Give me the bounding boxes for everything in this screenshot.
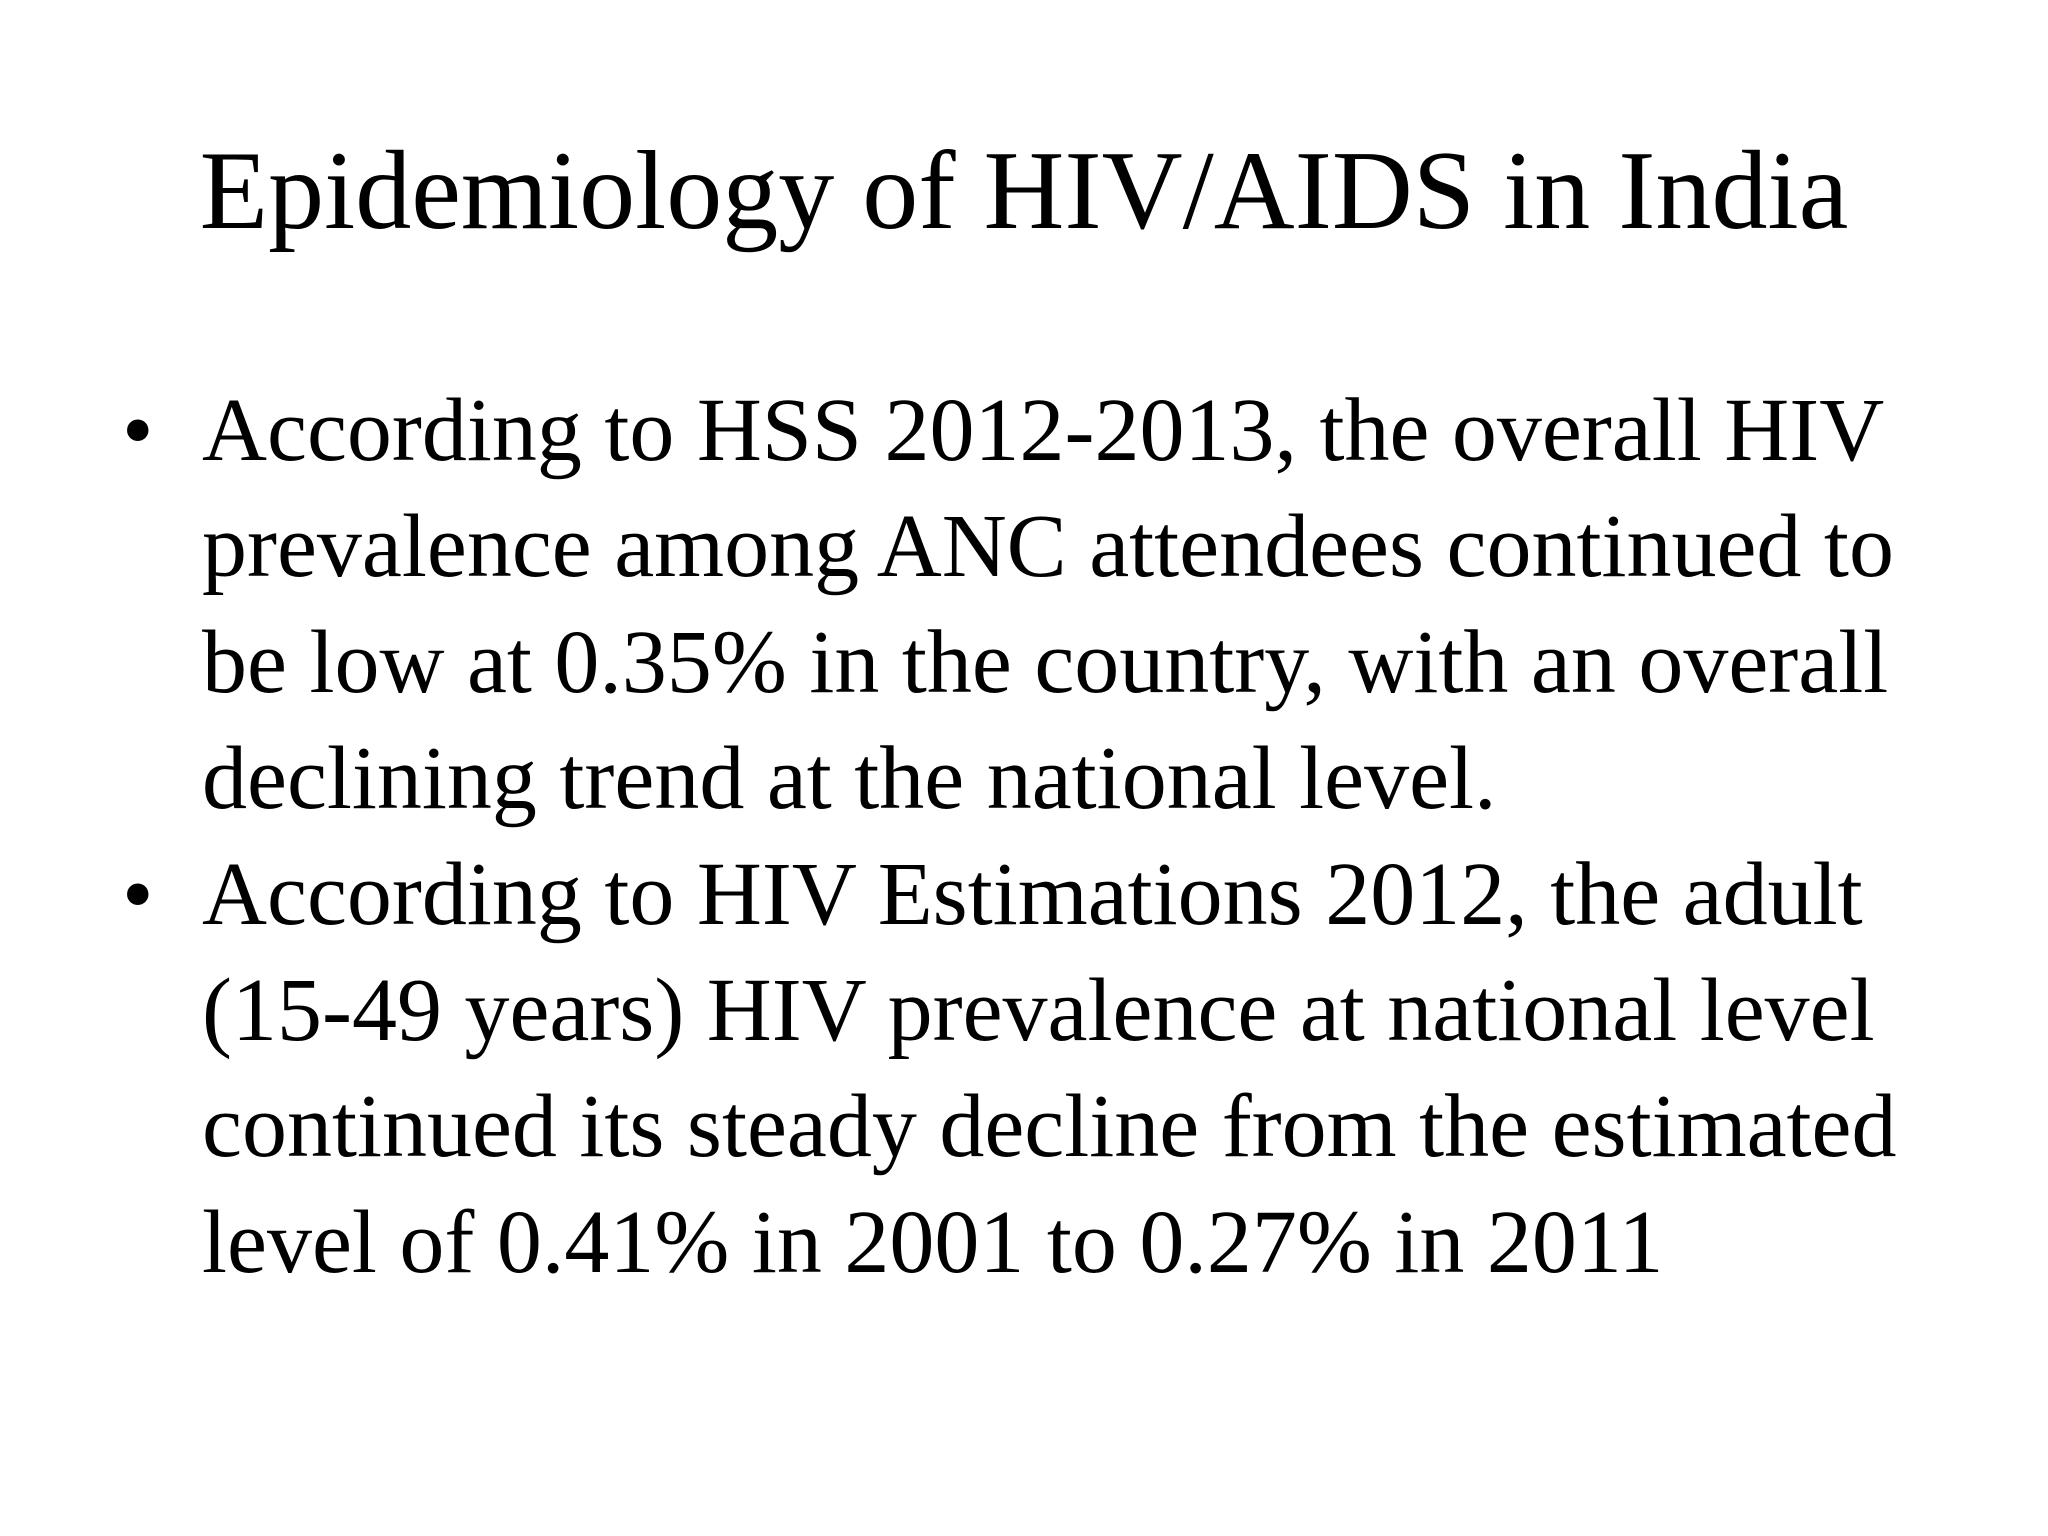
bullet-text: According to HSS 2012-2013, the overall … [202, 381, 1894, 828]
bullet-marker: • [122, 845, 154, 944]
bullet-item-1: • According to HSS 2012-2013, the overal… [122, 373, 1942, 837]
slide-title: Epidemiology of HIV/AIDS in India [199, 129, 1849, 253]
bullet-text: According to HIV Estimations 2012, the a… [202, 845, 1897, 1292]
bullet-item-2: • According to HIV Estimations 2012, the… [122, 837, 1942, 1301]
bullet-marker: • [122, 381, 154, 480]
bullet-list: • According to HSS 2012-2013, the overal… [122, 373, 1942, 1301]
